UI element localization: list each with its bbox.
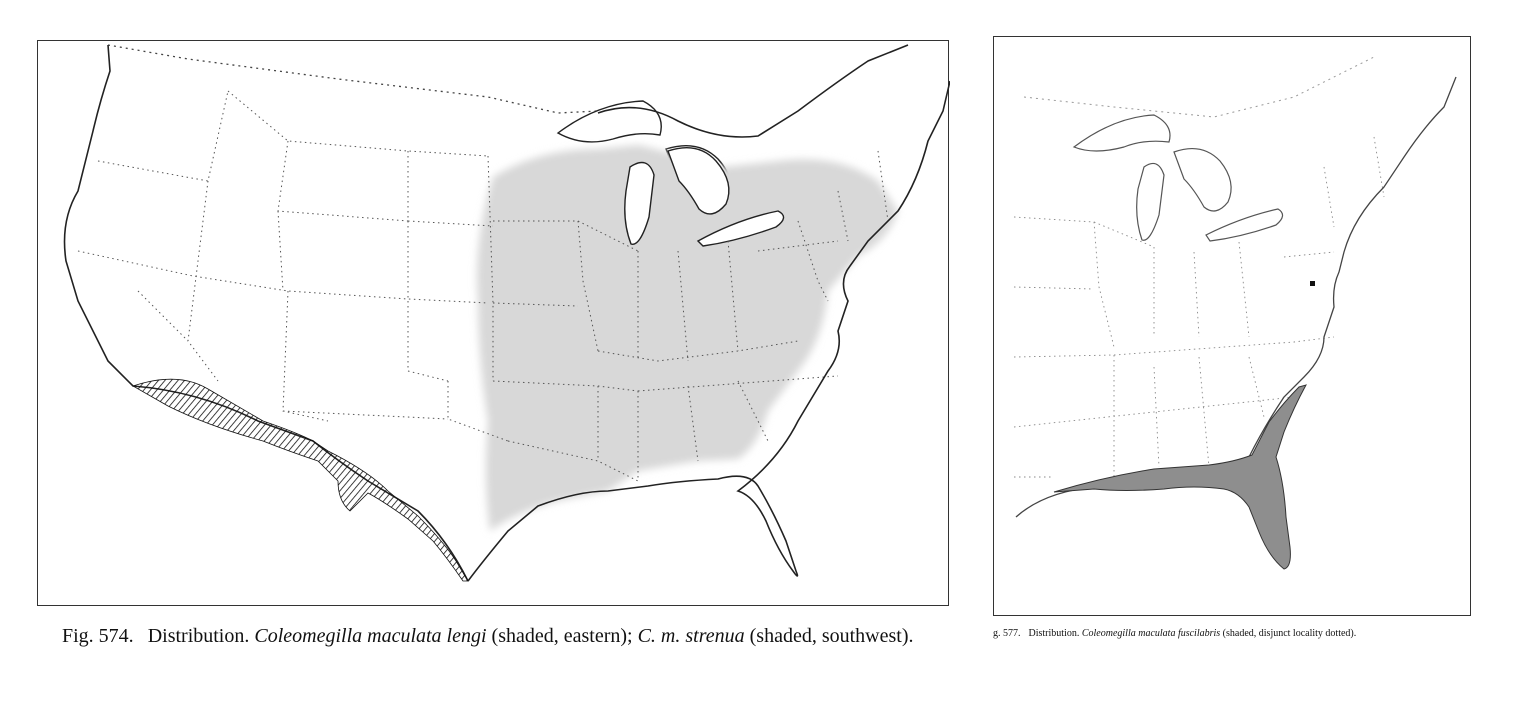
us-distribution-map <box>63 44 950 582</box>
figure-label: Fig. 574. <box>62 625 134 647</box>
caption-note: (shaded, disjunct locality dotted). <box>1220 628 1357 639</box>
figure-caption-left: Fig. 574. Distribution. Coleomegilla macu… <box>62 622 947 651</box>
fuscilabris-range-shading <box>1053 384 1308 570</box>
canada-border <box>1023 56 1375 118</box>
map-panel-right <box>993 36 1471 616</box>
strenua-range-hatch <box>132 378 469 582</box>
state-borders <box>77 90 889 482</box>
caption-lead: Distribution. <box>1028 628 1080 639</box>
disjunct-locality-dot <box>1310 281 1315 286</box>
figure-label: g. 577. <box>993 628 1021 639</box>
caption-lead: Distribution. <box>147 625 250 647</box>
state-borders <box>1013 136 1385 478</box>
taxon-name: Coleomegilla maculata fuscilabris <box>1081 628 1221 639</box>
taxon-name: Coleomegilla maculata lengi <box>254 625 487 647</box>
map-panel-left <box>37 40 950 606</box>
lengi-range-shading <box>477 145 898 531</box>
figure-caption-right: g. 577. Distribution. Coleomegilla macula… <box>993 628 1513 639</box>
southeast-distribution-map <box>1013 56 1457 570</box>
great-lakes <box>1072 114 1284 242</box>
caption-note: (shaded, southwest). <box>744 625 914 647</box>
taxon-name: C. m. strenua <box>637 625 745 647</box>
caption-note: (shaded, eastern); <box>486 625 638 647</box>
canada-border <box>107 44 599 114</box>
